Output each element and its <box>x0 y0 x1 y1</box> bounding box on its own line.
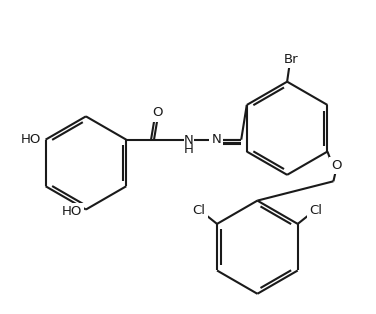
Text: Cl: Cl <box>193 203 206 217</box>
Text: N: N <box>212 133 221 146</box>
Text: HO: HO <box>21 133 42 146</box>
Text: N: N <box>184 134 194 147</box>
Text: Cl: Cl <box>309 203 322 217</box>
Text: H: H <box>184 143 194 156</box>
Text: HO: HO <box>62 205 82 218</box>
Text: O: O <box>331 159 342 172</box>
Text: Br: Br <box>284 53 299 66</box>
Text: O: O <box>153 106 163 119</box>
